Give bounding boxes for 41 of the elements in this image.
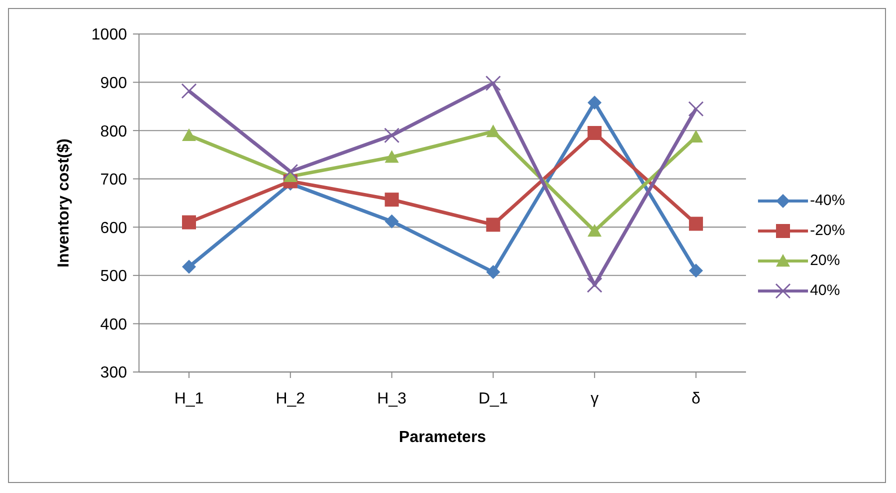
point xyxy=(588,96,602,110)
x-tick-label: H_3 xyxy=(377,390,407,408)
x-tick-label: H_1 xyxy=(174,390,204,408)
y-tick-label: 500 xyxy=(100,268,128,286)
x-tick-label: δ xyxy=(692,390,701,408)
point xyxy=(688,216,703,231)
y-tick-label: 600 xyxy=(100,220,128,237)
point xyxy=(486,218,500,232)
y-tick-label: 800 xyxy=(100,123,128,140)
legend-label: 40% xyxy=(810,282,840,299)
point xyxy=(384,192,399,207)
point xyxy=(688,101,704,117)
x-tick-label: D_1 xyxy=(478,390,508,408)
point xyxy=(182,260,196,274)
x-axis-title: Parameters xyxy=(398,429,486,446)
point xyxy=(485,76,501,91)
point xyxy=(384,128,400,144)
y-tick-label: 1000 xyxy=(91,26,128,44)
legend-label: 20% xyxy=(810,252,840,269)
x-tick-label: γ xyxy=(590,390,599,408)
point xyxy=(282,164,298,180)
point xyxy=(588,224,602,237)
point xyxy=(384,214,399,228)
y-axis-title: Inventory cost($) xyxy=(56,138,73,268)
legend-label: -40% xyxy=(810,192,845,209)
legend-label: -20% xyxy=(810,222,845,239)
point xyxy=(182,215,196,230)
point xyxy=(688,130,703,142)
point xyxy=(182,128,196,141)
y-tick-label: 400 xyxy=(100,316,128,334)
point xyxy=(181,83,197,99)
y-tick-label: 300 xyxy=(100,364,128,382)
y-tick-label: 900 xyxy=(100,74,128,92)
point xyxy=(588,126,602,140)
point xyxy=(688,264,703,278)
point xyxy=(486,265,500,280)
y-tick-label: 700 xyxy=(100,172,128,189)
x-tick-label: H_2 xyxy=(276,390,306,408)
point xyxy=(384,150,399,163)
point xyxy=(586,277,602,293)
point xyxy=(486,124,500,138)
